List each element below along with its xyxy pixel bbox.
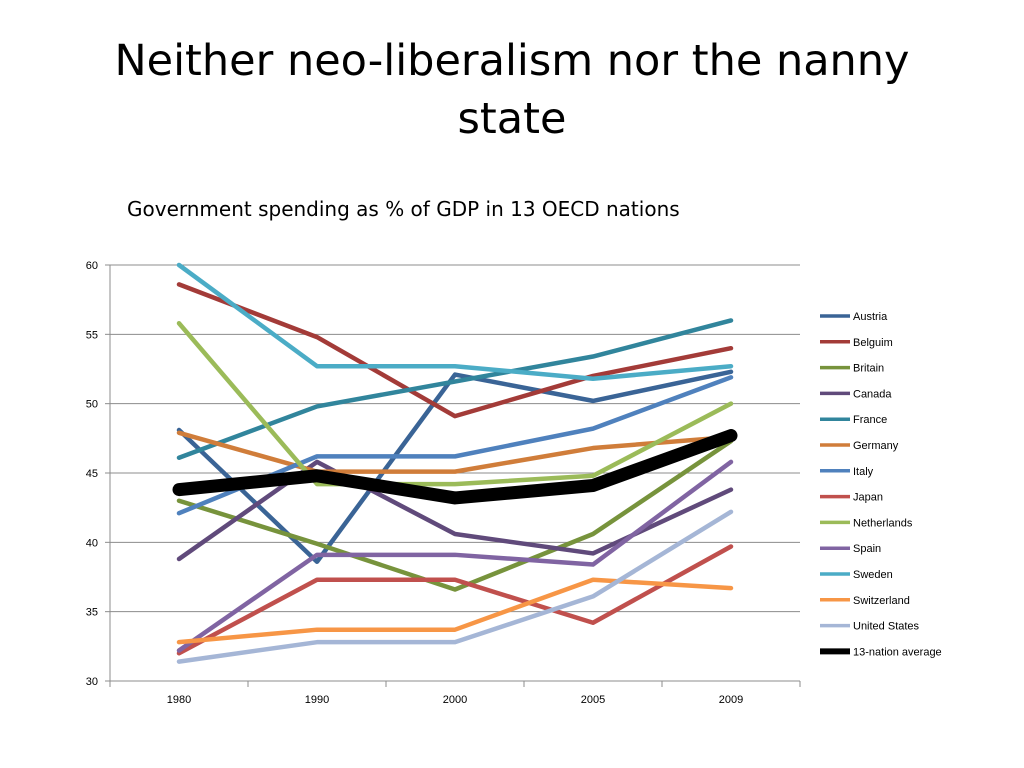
- y-tick-label: 40: [86, 537, 98, 549]
- y-tick-label: 30: [86, 676, 98, 688]
- slide-title: Neither neo-liberalism nor the nanny sta…: [114, 36, 910, 144]
- x-tick-label: 2000: [443, 694, 467, 706]
- legend-label: Belguim: [853, 337, 893, 349]
- legend-label: Germany: [853, 440, 899, 452]
- legend-label: Netherlands: [853, 517, 913, 529]
- series-line-germany: [176, 430, 734, 474]
- series-line-sweden: [176, 262, 734, 381]
- legend-label: Spain: [853, 543, 881, 555]
- legend-label: Sweden: [853, 569, 893, 581]
- legend-label: Britain: [853, 363, 884, 375]
- legend-label: Italy: [853, 466, 874, 478]
- y-tick-label: 60: [86, 260, 98, 272]
- chart-subtitle: Government spending as % of GDP in 13 OE…: [127, 197, 680, 221]
- series-line-spain: [176, 459, 734, 653]
- legend-label: Canada: [853, 388, 892, 400]
- y-tick-label: 50: [86, 399, 98, 411]
- y-tick-label: 35: [86, 607, 98, 619]
- series-line-belguim: [176, 282, 734, 419]
- series-line-united-states: [176, 509, 734, 664]
- legend-label: 13-nation average: [853, 646, 942, 658]
- y-tick-label: 55: [86, 329, 98, 341]
- x-tick-label: 1980: [167, 694, 191, 706]
- x-tick-label: 2009: [719, 694, 743, 706]
- series-line-switzerland: [176, 577, 734, 645]
- series-line-13-nation-average: [172, 429, 738, 505]
- y-tick-label: 45: [86, 468, 98, 480]
- legend-label: France: [853, 414, 887, 426]
- x-tick-label: 1990: [305, 694, 329, 706]
- series-line-austria: [176, 369, 734, 564]
- legend-label: Austria: [853, 311, 888, 323]
- series-line-netherlands: [176, 320, 734, 487]
- x-tick-label: 2005: [581, 694, 605, 706]
- legend-label: Japan: [853, 492, 883, 504]
- legend-label: United States: [853, 621, 920, 633]
- legend-label: Switzerland: [853, 595, 910, 607]
- series-line-japan: [176, 544, 734, 656]
- series-line-britain: [176, 438, 734, 592]
- series-line-france: [176, 318, 734, 460]
